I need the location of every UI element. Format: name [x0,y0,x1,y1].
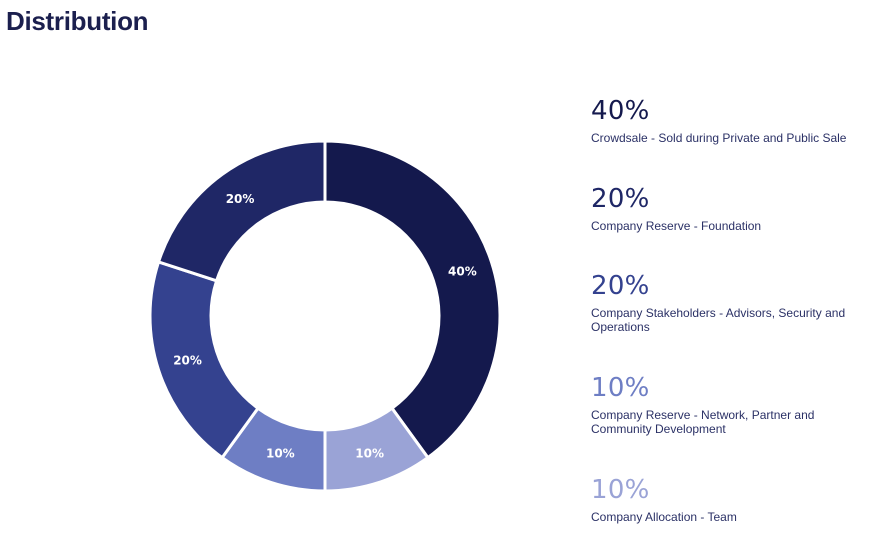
legend-label: Company Stakeholders - Advisors, Securit… [591,306,846,334]
legend-value: 20% [591,271,650,301]
legend-value: 40% [591,96,650,126]
donut-slices [148,139,502,493]
legend-label: Crowdsale - Sold during Private and Publ… [591,131,847,145]
donut-slice-labels: 40% 10% 10% 20% 20% [173,192,477,460]
legend-item-crowdsale: 40% Crowdsale - Sold during Private and … [591,96,861,145]
slice-label-3: 20% [173,354,202,368]
legend-item-company-stakeholders: 20% Company Stakeholders - Advisors, Sec… [591,271,861,334]
donut-slice-3 [148,260,261,460]
legend-item-company-reserve-foundation: 20% Company Reserve - Foundation [591,184,861,233]
slice-label-4: 20% [226,192,255,206]
page-title: Distribution [6,6,149,36]
legend-value: 20% [591,184,650,214]
donut-slice-0 [323,139,502,460]
legend-label: Company Reserve - Foundation [591,219,762,233]
legend-value: 10% [591,373,650,403]
legend-label: Company Reserve - Network, Partner and C… [591,408,815,436]
donut-slice-4 [156,139,327,283]
legend-value: 10% [591,475,650,505]
legend-item-company-reserve-network: 10% Company Reserve - Network, Partner a… [591,373,861,436]
donut-chart: 40% 10% 10% 20% 20% [148,139,502,493]
legend-label: Company Allocation - Team [591,510,737,524]
slice-label-0: 40% [448,264,477,278]
slice-label-1: 10% [355,446,384,460]
slice-label-2: 10% [266,446,295,460]
legend-item-company-allocation-team: 10% Company Allocation - Team [591,475,861,524]
